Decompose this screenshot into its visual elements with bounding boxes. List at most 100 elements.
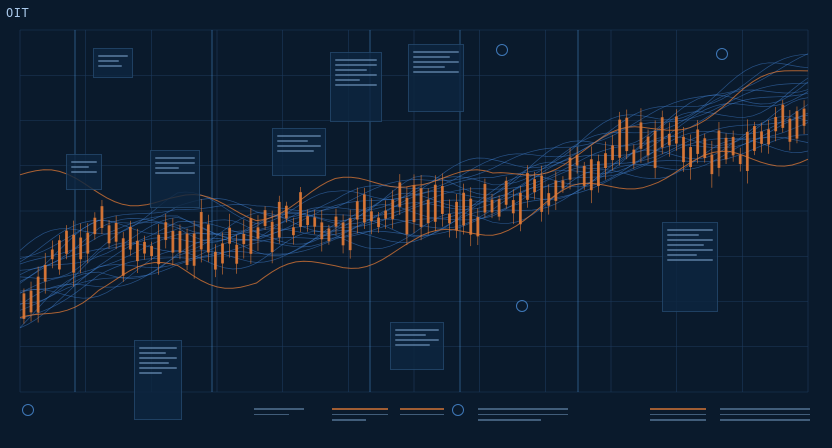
candle-body — [455, 201, 458, 231]
candle-body — [320, 222, 324, 240]
panel-text-line — [139, 352, 166, 354]
panel-text-line — [98, 60, 119, 62]
target-icon — [22, 404, 34, 416]
footer-text-line — [254, 413, 289, 415]
candle-body — [100, 206, 104, 228]
footer-text-line — [720, 419, 810, 421]
panel-text-line — [139, 367, 177, 369]
info-panel — [330, 52, 382, 122]
target-icon — [496, 44, 508, 56]
candle-body — [43, 264, 47, 282]
candle-body — [582, 165, 586, 186]
panel-text-line — [277, 150, 315, 152]
info-panel — [272, 128, 326, 176]
candle-body — [476, 217, 480, 237]
orange-series-line — [19, 150, 809, 318]
target-icon — [516, 300, 528, 312]
footer-text-line — [720, 413, 810, 415]
candle-body — [675, 116, 678, 144]
info-panel — [408, 44, 464, 112]
candle-body — [22, 293, 26, 319]
panel-text-line — [667, 229, 713, 231]
panel-text-line — [98, 65, 122, 67]
candle-body — [604, 153, 607, 169]
candle-body — [426, 199, 430, 224]
panel-text-line — [139, 357, 177, 359]
candle-body — [348, 218, 352, 251]
footer-text-line — [650, 419, 706, 421]
panel-text-line — [413, 56, 450, 58]
candle-body — [448, 213, 451, 224]
candle-body — [221, 243, 224, 264]
candle-body — [767, 129, 770, 145]
panel-text-line — [139, 347, 177, 349]
candle-body — [121, 238, 125, 276]
panel-text-line — [667, 244, 704, 246]
panel-text-line — [71, 161, 97, 163]
candle-body — [540, 175, 544, 212]
panel-text-line — [277, 140, 308, 142]
candle-body — [611, 145, 614, 161]
candle-body — [355, 201, 359, 220]
candle-body — [533, 179, 536, 193]
candle-body — [781, 104, 785, 128]
candle-body — [192, 233, 196, 266]
candle-body — [618, 119, 622, 158]
candle-body — [242, 233, 246, 245]
candle-body — [327, 228, 331, 242]
candle-body — [547, 193, 551, 206]
candle-body — [632, 149, 636, 164]
panel-text-line — [413, 61, 459, 63]
candle-body — [157, 234, 161, 265]
candle-body — [511, 200, 515, 214]
candle-body — [306, 216, 310, 226]
target-icon — [452, 404, 464, 416]
panel-text-line — [395, 344, 431, 346]
candle-body — [284, 205, 288, 219]
candle-body — [72, 234, 75, 273]
footer-text-line — [332, 408, 388, 410]
candle-body — [256, 227, 260, 239]
candle-body — [554, 180, 558, 201]
panel-text-line — [155, 162, 195, 164]
info-panel — [93, 48, 133, 78]
candle-body — [745, 131, 749, 171]
info-panel — [134, 340, 182, 420]
panel-text-line — [155, 172, 195, 174]
candle-body — [788, 118, 792, 142]
candle-body — [412, 185, 416, 223]
candle-body — [682, 136, 685, 163]
candle-body — [292, 227, 295, 236]
candle-body — [50, 249, 54, 260]
panel-text-line — [667, 254, 697, 256]
candle-body — [171, 231, 175, 253]
candle-body — [561, 180, 565, 189]
candle-body — [774, 117, 778, 132]
footer-text-line — [478, 408, 568, 410]
candle-body — [504, 180, 508, 205]
candle-body — [462, 192, 466, 226]
panel-text-line — [155, 157, 195, 159]
panel-text-line — [667, 239, 713, 241]
candle-body — [440, 186, 444, 214]
panel-text-line — [277, 135, 321, 137]
footer-block — [400, 404, 444, 442]
candle-body — [228, 227, 232, 244]
candle-body — [36, 276, 40, 313]
candle-body — [589, 159, 593, 191]
chart-title: OIT — [6, 6, 30, 20]
candle-body — [214, 251, 217, 270]
footer-text-line — [254, 408, 304, 410]
candle-body — [164, 222, 168, 241]
candle-body — [405, 197, 409, 235]
info-panel — [150, 150, 200, 208]
candle-body — [270, 221, 274, 253]
candle-body — [377, 217, 380, 228]
candle-body — [235, 244, 239, 264]
footer-block — [254, 404, 304, 442]
panel-text-line — [413, 71, 459, 73]
panel-text-line — [335, 84, 377, 86]
candle-body — [660, 117, 664, 148]
